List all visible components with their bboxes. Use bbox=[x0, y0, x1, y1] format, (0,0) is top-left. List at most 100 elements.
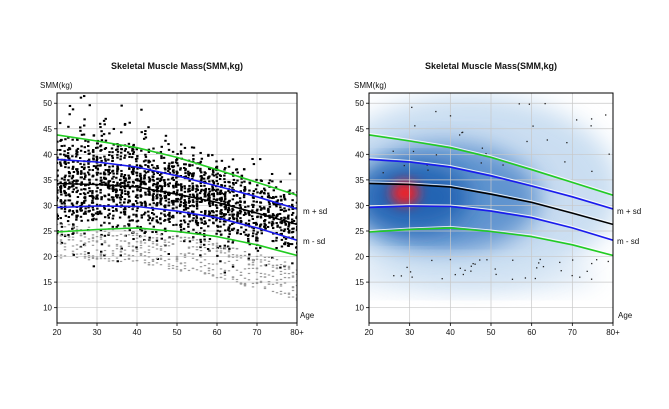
scatter-point bbox=[119, 245, 123, 247]
scatter-point bbox=[139, 190, 142, 193]
scatter-point bbox=[187, 172, 190, 175]
scatter-point bbox=[238, 204, 242, 207]
scatter-point bbox=[75, 186, 78, 189]
scatter-point bbox=[276, 224, 279, 227]
scatter-point bbox=[280, 199, 283, 202]
scatter-point bbox=[148, 203, 152, 206]
scatter-point bbox=[76, 200, 79, 203]
scatter-point bbox=[167, 218, 170, 221]
scatter-point bbox=[283, 292, 287, 294]
scatter-point bbox=[275, 239, 278, 242]
left-x-ticks: 20 30 40 50 60 70 80+ bbox=[53, 323, 304, 337]
scatter-point bbox=[200, 179, 203, 182]
right-x-axis-label: Age bbox=[618, 311, 633, 320]
scatter-point bbox=[64, 194, 68, 197]
scatter-point bbox=[159, 194, 162, 197]
scatter-point bbox=[215, 189, 218, 192]
scatter-point bbox=[95, 218, 98, 221]
outlier-point bbox=[426, 164, 428, 166]
scatter-point bbox=[171, 238, 175, 240]
scatter-point bbox=[295, 297, 297, 299]
scatter-point bbox=[99, 188, 102, 191]
scatter-point bbox=[59, 164, 63, 167]
outlier-point bbox=[449, 115, 452, 117]
scatter-point bbox=[88, 190, 92, 193]
scatter-point bbox=[287, 268, 291, 270]
series-line bbox=[369, 158, 613, 210]
scatter-point bbox=[66, 152, 70, 155]
scatter-point bbox=[60, 202, 64, 205]
scatter-point bbox=[203, 184, 206, 187]
scatter-point bbox=[247, 233, 250, 236]
scatter-point bbox=[291, 286, 295, 288]
scatter-point bbox=[63, 185, 67, 188]
scatter-point bbox=[91, 256, 95, 258]
scatter-point bbox=[295, 242, 297, 245]
scatter-point bbox=[139, 183, 142, 186]
scatter-point bbox=[94, 197, 98, 200]
scatter-point bbox=[151, 264, 155, 266]
scatter-point bbox=[103, 206, 106, 209]
scatter-point bbox=[164, 139, 167, 142]
scatter-point bbox=[156, 187, 159, 190]
scatter-point bbox=[74, 155, 78, 158]
scatter-point bbox=[83, 251, 87, 253]
scatter-point bbox=[179, 263, 183, 265]
scatter-point bbox=[156, 193, 159, 196]
scatter-point bbox=[275, 264, 279, 266]
scatter-point bbox=[147, 150, 151, 153]
scatter-point bbox=[95, 184, 98, 187]
scatter-point bbox=[123, 240, 127, 242]
scatter-point bbox=[199, 151, 202, 154]
scatter-point bbox=[75, 244, 79, 246]
scatter-point bbox=[172, 207, 175, 210]
outlier-point bbox=[536, 267, 538, 269]
scatter-point bbox=[136, 194, 139, 197]
scatter-point bbox=[96, 164, 99, 167]
scatter-point bbox=[155, 203, 158, 206]
scatter-point bbox=[211, 203, 215, 206]
scatter-point bbox=[194, 190, 198, 193]
scatter-point bbox=[199, 261, 203, 264]
scatter-point bbox=[152, 225, 155, 228]
scatter-point bbox=[211, 173, 214, 176]
scatter-point bbox=[219, 273, 223, 275]
x-tick-label: 40 bbox=[133, 328, 142, 337]
scatter-point bbox=[223, 262, 227, 264]
scatter-point bbox=[215, 214, 218, 217]
scatter-point bbox=[160, 186, 164, 189]
scatter-point bbox=[215, 219, 218, 222]
scatter-point bbox=[252, 200, 255, 203]
y-tick-label: 50 bbox=[43, 99, 52, 108]
scatter-point bbox=[263, 219, 266, 222]
scatter-point bbox=[163, 161, 166, 164]
scatter-point bbox=[212, 181, 215, 184]
scatter-point bbox=[144, 164, 147, 167]
scatter-point bbox=[96, 197, 99, 200]
observed-line bbox=[369, 181, 613, 224]
scatter-point bbox=[183, 262, 187, 264]
scatter-point bbox=[59, 139, 62, 142]
scatter-point bbox=[155, 188, 159, 191]
scatter-point bbox=[179, 228, 183, 231]
scatter-point bbox=[283, 268, 287, 271]
scatter-point bbox=[231, 213, 234, 216]
scatter-point bbox=[191, 174, 194, 177]
scatter-point bbox=[163, 185, 166, 188]
scatter-point bbox=[123, 249, 127, 251]
scatter-point bbox=[128, 187, 131, 190]
scatter-point bbox=[164, 215, 167, 218]
scatter-point bbox=[227, 207, 230, 210]
scatter-point bbox=[272, 218, 275, 221]
scatter-point bbox=[91, 219, 95, 222]
scatter-point bbox=[107, 216, 110, 219]
scatter-point bbox=[267, 201, 271, 204]
scatter-point bbox=[258, 225, 262, 228]
scatter-point bbox=[123, 156, 126, 159]
scatter-point bbox=[175, 180, 178, 183]
scatter-point bbox=[275, 200, 278, 203]
scatter-point bbox=[135, 250, 139, 253]
scatter-point bbox=[239, 210, 243, 213]
scatter-point bbox=[192, 154, 195, 157]
scatter-point bbox=[243, 277, 247, 279]
